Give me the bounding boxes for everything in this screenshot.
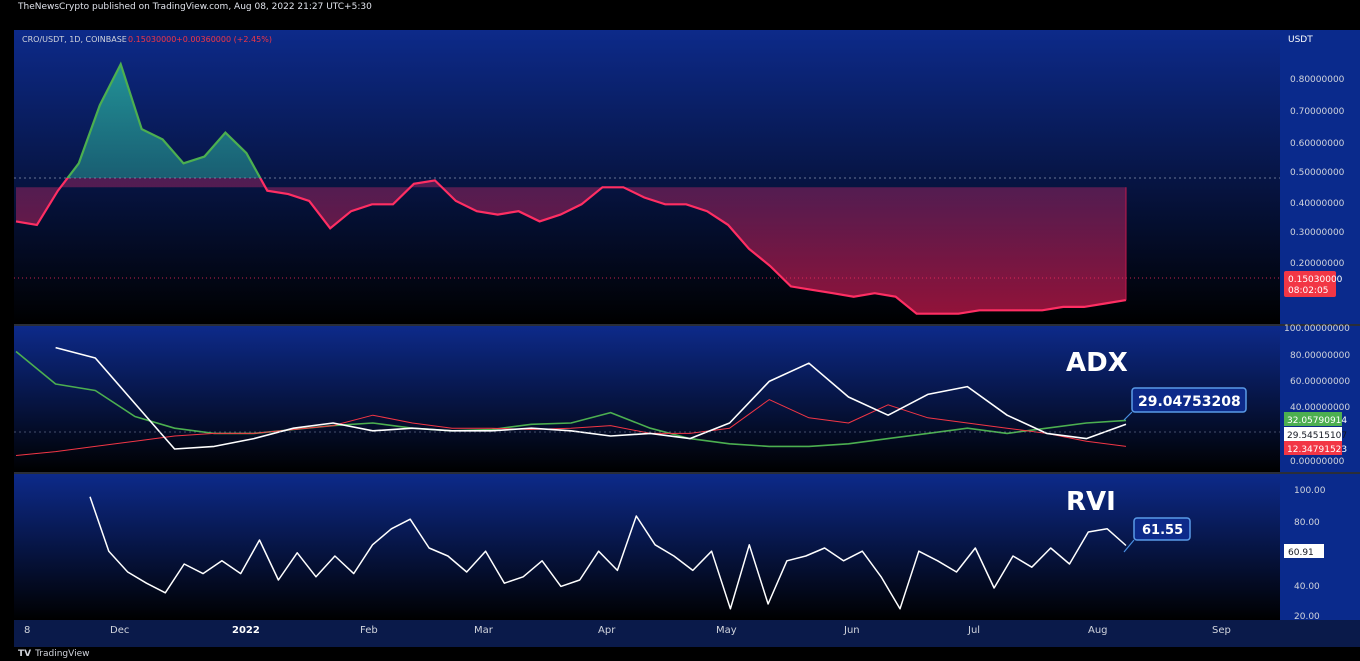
adx-label-green-text: 32.05790914 xyxy=(1287,416,1347,426)
price-tick: 0.50000000 xyxy=(1290,168,1345,178)
published-text: TheNewsCrypto published on TradingView.c… xyxy=(18,2,372,12)
time-tick: Apr xyxy=(598,625,616,636)
time-tick: May xyxy=(716,625,737,636)
symbol-label: CRO/USDT, 1D, COINBASE xyxy=(22,35,127,44)
rvi-callout-pointer xyxy=(1123,539,1135,553)
adx-label-white xyxy=(1284,427,1342,441)
adx-label-white-text: 29.54515107 xyxy=(1287,431,1347,441)
time-tick: Mar xyxy=(474,625,494,636)
adx-minus-di-line xyxy=(15,399,1127,456)
rvi-plot xyxy=(89,496,1127,610)
adx-label-red-text: 12.34791523 xyxy=(1287,445,1347,455)
adx-callout-box xyxy=(1131,387,1247,413)
tradingview-footer: TV TradingView xyxy=(0,647,1360,661)
rvi-tick: 80.00 xyxy=(1294,518,1320,528)
price-tick: 0.20000000 xyxy=(1290,259,1345,269)
price-tick: 0.70000000 xyxy=(1290,107,1345,117)
price-tick: 0.30000000 xyxy=(1290,228,1345,238)
time-tick: Jul xyxy=(967,625,980,636)
price-axis-ticks: 0.80000000 0.70000000 0.60000000 0.50000… xyxy=(1290,75,1345,269)
time-tick: Feb xyxy=(360,625,378,636)
rvi-callout: 61.55 xyxy=(1142,523,1183,538)
adx-plus-di-line xyxy=(15,350,1127,448)
trading-chart[interactable]: CRO/USDT, 1D, COINBASE 0.15030000 +0.003… xyxy=(14,14,1360,648)
rvi-tick: 100.00 xyxy=(1294,486,1326,496)
rvi-line xyxy=(89,496,1127,610)
currency-label: USDT xyxy=(1288,35,1313,45)
price-value: 0.15030000 xyxy=(128,35,176,44)
adx-panel-bg xyxy=(14,326,1280,472)
rvi-tick: 40.00 xyxy=(1294,582,1320,592)
tradingview-logo-icon: TV xyxy=(18,649,32,659)
price-tick: 0.80000000 xyxy=(1290,75,1345,85)
rvi-last-tag xyxy=(1284,544,1324,558)
time-tick: Sep xyxy=(1212,625,1231,636)
price-line-below xyxy=(15,178,1127,315)
footer-brand: TradingView xyxy=(35,649,90,659)
adx-label-green xyxy=(1284,412,1342,426)
adx-line xyxy=(55,346,1127,450)
last-price-label: 0.15030000 xyxy=(1288,275,1343,285)
rvi-title: RVI xyxy=(1066,487,1116,517)
rvi-panel-bg xyxy=(14,474,1280,620)
price-line-above xyxy=(66,61,262,178)
rvi-tick: 20.00 xyxy=(1294,612,1320,622)
adx-title: ADX xyxy=(1066,348,1128,378)
adx-tick: 80.00000000 xyxy=(1290,351,1350,361)
price-area-above xyxy=(67,64,261,178)
time-tick: 2022 xyxy=(232,625,260,636)
adx-axis-ticks: 100.00000000 80.00000000 60.00000000 40.… xyxy=(1284,324,1350,467)
time-tick: Jun xyxy=(843,625,860,636)
adx-tick: 60.00000000 xyxy=(1290,377,1350,387)
adx-tick: 100.00000000 xyxy=(1284,324,1350,334)
adx-callout-pointer xyxy=(1123,411,1133,421)
price-change: +0.00360000 (+2.45%) xyxy=(176,35,272,44)
time-axis[interactable]: 8 Dec 2022 Feb Mar Apr May Jun Jul Aug S… xyxy=(24,625,1231,636)
price-tick: 0.60000000 xyxy=(1290,139,1345,149)
time-tick: 8 xyxy=(24,625,30,636)
rvi-callout-box xyxy=(1133,517,1191,541)
last-price-tag xyxy=(1284,271,1336,297)
price-plot xyxy=(15,61,1127,315)
adx-callout: 29.04753208 xyxy=(1138,394,1241,410)
time-axis-bg xyxy=(14,620,1360,648)
countdown-label: 08:02:05 xyxy=(1288,286,1328,296)
adx-tick: 0.00000000 xyxy=(1290,457,1345,467)
rvi-last-label: 60.91 xyxy=(1288,548,1314,558)
adx-plot xyxy=(15,346,1127,456)
adx-label-red xyxy=(1284,441,1342,455)
publisher-line: TheNewsCrypto published on TradingView.c… xyxy=(0,0,1360,14)
adx-tick: 40.00000000 xyxy=(1290,403,1350,413)
time-tick: Aug xyxy=(1088,625,1108,636)
price-tick: 0.40000000 xyxy=(1290,199,1345,209)
price-area-below xyxy=(16,178,1126,314)
time-tick: Dec xyxy=(110,625,129,636)
